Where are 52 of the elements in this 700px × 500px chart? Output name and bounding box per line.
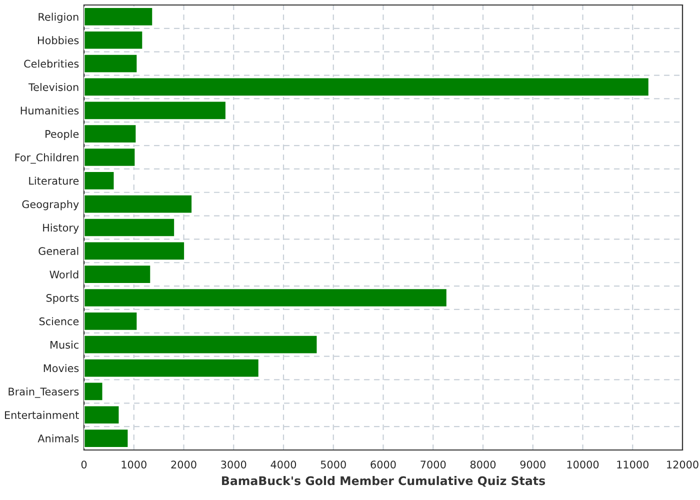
y-tick-label: Humanities (20, 106, 79, 114)
y-tick-label: History (43, 224, 79, 234)
bar (84, 381, 104, 402)
bar (84, 124, 138, 144)
y-tick-label: Geography (22, 200, 79, 210)
x-tick-label: 9000 (520, 460, 546, 468)
bar (84, 76, 650, 98)
bar (84, 100, 227, 120)
bar (84, 358, 260, 378)
y-tick-label: Sports (46, 294, 79, 304)
bar (84, 147, 136, 168)
x-tick-label: 8000 (470, 460, 496, 468)
bar (84, 6, 154, 27)
y-tick-label: For_Children (15, 153, 78, 164)
y-tick-label: Movies (44, 364, 79, 372)
x-tick-label: 2000 (171, 460, 196, 468)
x-tick-label: 4000 (270, 460, 296, 468)
y-tick-label: Hobbies (38, 36, 79, 44)
x-tick-label: 1000 (122, 460, 146, 468)
x-tick-label: 10000 (567, 460, 599, 468)
x-tick-label: 12000 (667, 460, 698, 468)
x-tick-label: 7000 (420, 460, 446, 468)
y-tick-label: Brain_Teasers (8, 387, 79, 398)
bar (84, 30, 144, 50)
bar (84, 428, 130, 448)
bar (84, 217, 176, 238)
x-tick-label: 5000 (320, 460, 346, 468)
y-tick-label: Television (28, 83, 78, 92)
bar (84, 288, 448, 308)
bar (84, 404, 120, 425)
y-tick-label: Celebrities (24, 60, 79, 68)
y-tick-label: Religion (38, 12, 78, 23)
x-tick-label: 3000 (221, 460, 246, 468)
x-tick-label: 6000 (370, 460, 396, 468)
bar (84, 240, 186, 261)
y-tick-label: Literature (29, 176, 79, 185)
x-axis-title: BamaBuck's Gold Member Cumulative Quiz Stats (222, 476, 546, 487)
y-tick-label: People (46, 130, 79, 140)
y-tick-label: World (50, 270, 78, 278)
bar (84, 194, 193, 214)
y-tick-label: General (38, 246, 78, 256)
y-tick-label: Science (39, 317, 79, 326)
bar (84, 264, 152, 284)
x-tick-label: 0 (81, 460, 87, 468)
bar (84, 334, 318, 355)
bar (84, 53, 138, 74)
y-tick-label: Animals (38, 434, 79, 442)
bar (84, 170, 116, 191)
x-tick-label: 11000 (617, 460, 648, 468)
y-tick-label: Entertainment (5, 410, 79, 419)
y-tick-label: Music (50, 340, 78, 349)
bar (84, 311, 138, 332)
